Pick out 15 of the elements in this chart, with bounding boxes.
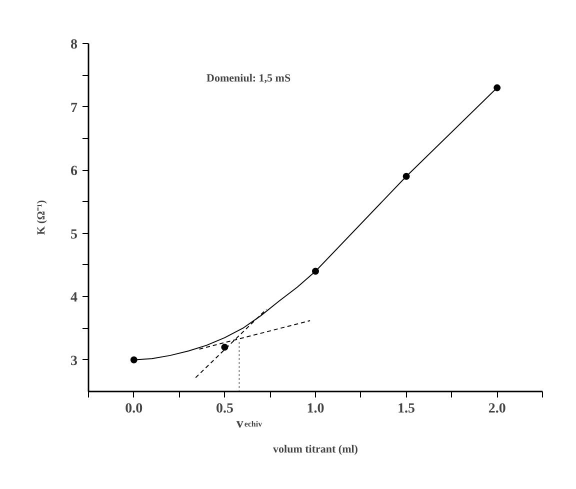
x-tick-label: 0.5 xyxy=(216,402,234,416)
annotation: Domeniul: 1,5 mS xyxy=(206,72,291,84)
x-axis-title: volum titrant (ml) xyxy=(273,444,358,456)
x-tick-label: 2.0 xyxy=(488,402,506,416)
y-axis-title: K (Ω⁻¹) xyxy=(36,200,48,235)
x-tick-label: 1.5 xyxy=(398,402,416,416)
y-tick-label: 4 xyxy=(70,290,78,306)
text: vechiv xyxy=(236,416,262,432)
y-tick-label: 6 xyxy=(70,164,78,180)
x-tick-label: 1.0 xyxy=(306,402,324,416)
y-tick-label: 3 xyxy=(70,354,78,369)
x-tick-label: 0.0 xyxy=(125,402,143,416)
y-tick-label: 7 xyxy=(70,100,78,116)
y-tick-label: 8 xyxy=(70,38,78,52)
y-tick-label: 5 xyxy=(70,227,78,242)
